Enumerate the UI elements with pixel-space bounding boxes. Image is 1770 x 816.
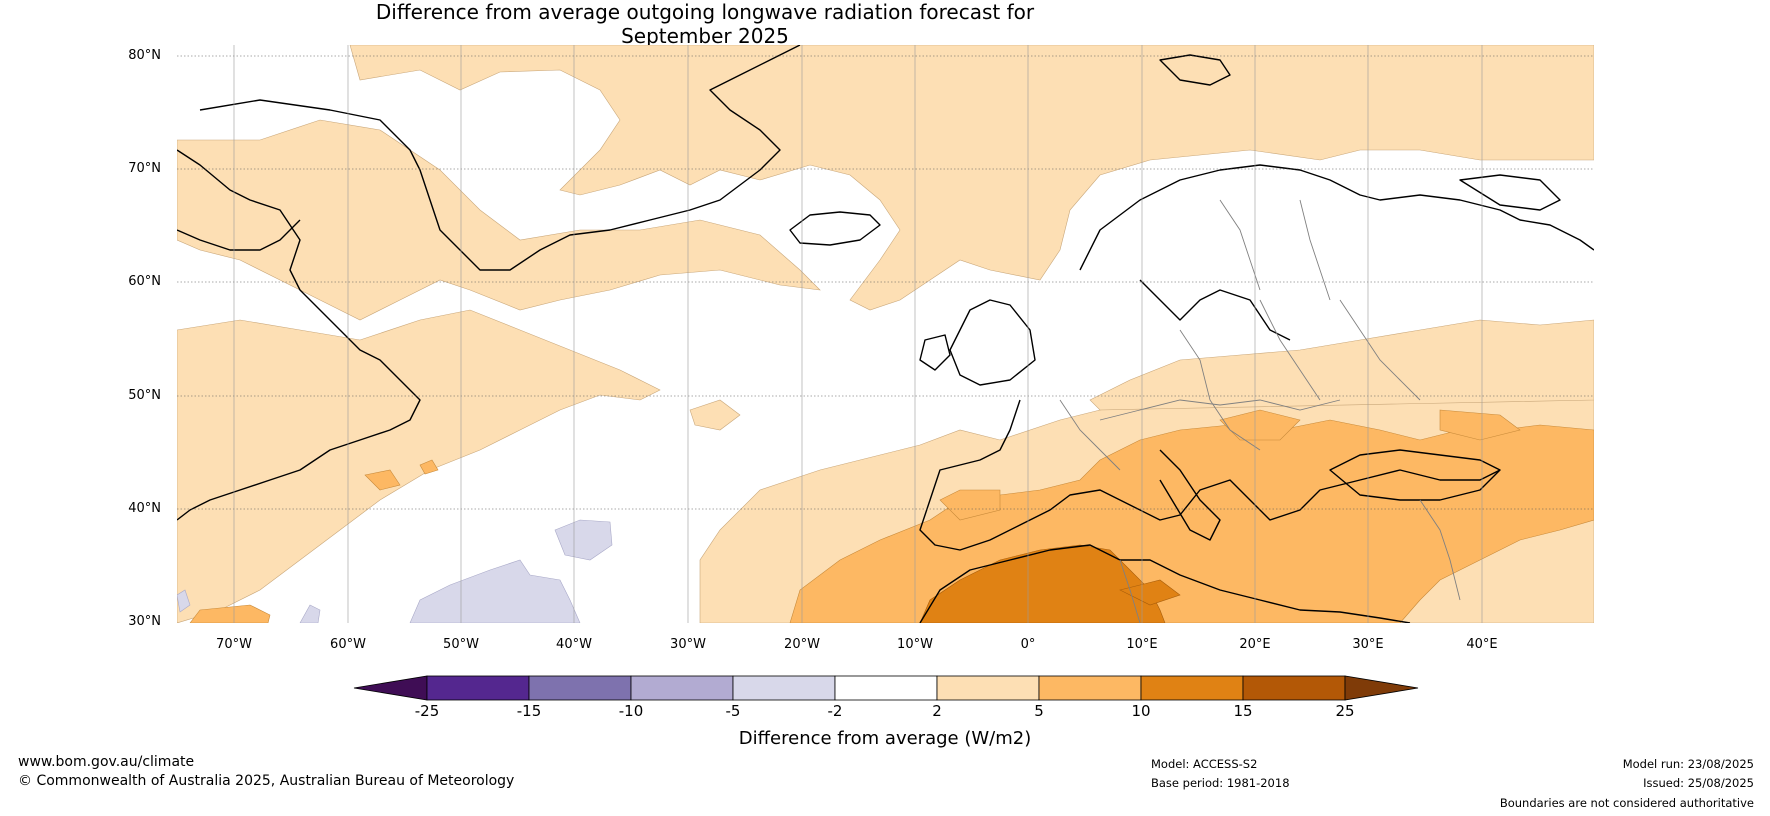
africa-coast [919,544,1411,623]
lon-label-40e: 40°E [1466,637,1498,652]
cb-extend-high [1344,675,1419,701]
svalbard-coast [1159,54,1231,86]
title-line-2: September 2025 [621,24,789,48]
lat-label-30n: 30°N [128,614,161,629]
cb-seg-5-10 [1038,675,1142,701]
cb-tick-minus5: -5 [725,702,741,720]
map-plot-area [177,45,1594,623]
baltic-coast [1139,279,1291,341]
footer-base-period: Base period: 1981-2018 [1151,776,1290,790]
cb-seg-minus5-minus2 [732,675,836,701]
british-isles-coast [949,299,1036,386]
footer-model: Model: ACCESS-S2 [1151,757,1258,771]
cb-seg-2-5 [936,675,1040,701]
western-europe-coast [919,399,1501,551]
cb-seg-minus15-minus10 [528,675,632,701]
cb-tick-2: 2 [932,702,942,720]
cb-tick-25: 25 [1335,702,1355,720]
lon-label-20w: 20°W [784,637,820,652]
cb-tick-minus10: -10 [618,702,644,720]
cb-seg-minus10-minus5 [630,675,734,701]
lon-label-0: 0° [1020,637,1036,652]
lon-label-10w: 10°W [897,637,933,652]
lon-label-10e: 10°E [1126,637,1158,652]
lat-label-60n: 60°N [128,274,161,289]
cb-tick-minus15: -15 [516,702,542,720]
lon-label-20e: 20°E [1239,637,1271,652]
cb-tick-minus25: -25 [414,702,440,720]
cb-tick-minus2: -2 [827,702,843,720]
black-sea-coast [1329,449,1501,501]
anomaly-10-15-fill [919,544,1181,623]
footer-model-run: Model run: 23/08/2025 [1622,757,1754,771]
cb-seg-minus2-2 [834,675,938,701]
country-borders [1059,199,1461,623]
baffin-coast [177,219,301,251]
iceland-coast [789,211,881,246]
novaya-coast [1459,174,1561,211]
footer-disclaimer: Boundaries are not considered authoritat… [1499,796,1754,810]
coastlines [177,45,1594,623]
meridians [233,45,1483,623]
cb-seg-10-15 [1140,675,1244,701]
map-title: Difference from average outgoing longwav… [0,0,1410,48]
ireland-coast [919,334,951,371]
lon-label-70w: 70°W [216,637,252,652]
footer-copyright: © Commonwealth of Australia 2025, Austra… [18,773,515,789]
lon-label-50w: 50°W [443,637,479,652]
lon-label-30e: 30°E [1352,637,1384,652]
colorbar-segments [353,675,1419,701]
cb-tick-15: 15 [1233,702,1253,720]
cb-tick-10: 10 [1131,702,1151,720]
north-america-coast [177,149,421,521]
cb-seg-minus25-minus15 [426,675,530,701]
cb-tick-5: 5 [1034,702,1044,720]
lat-label-70n: 70°N [128,161,161,176]
lat-label-80n: 80°N [128,48,161,63]
greenland-coast [199,45,801,271]
footer-site-link[interactable]: www.bom.gov.au/climate [18,754,195,770]
anomaly-minus5-minus2-fill [177,519,613,623]
cb-extend-low [353,675,428,701]
lon-label-60w: 60°W [330,637,366,652]
italy-coast [1159,449,1221,541]
lat-label-40n: 40°N [128,501,161,516]
title-line-1: Difference from average outgoing longwav… [375,0,1035,24]
cb-seg-15-25 [1242,675,1346,701]
lat-label-50n: 50°N [128,388,161,403]
lon-label-40w: 40°W [556,637,592,652]
graticule [177,55,1594,510]
lon-label-30w: 30°W [670,637,706,652]
footer-issued: Issued: 25/08/2025 [1643,776,1754,790]
scandinavia-coast [1079,164,1594,271]
colorbar-label: Difference from average (W/m2) [738,728,1032,749]
